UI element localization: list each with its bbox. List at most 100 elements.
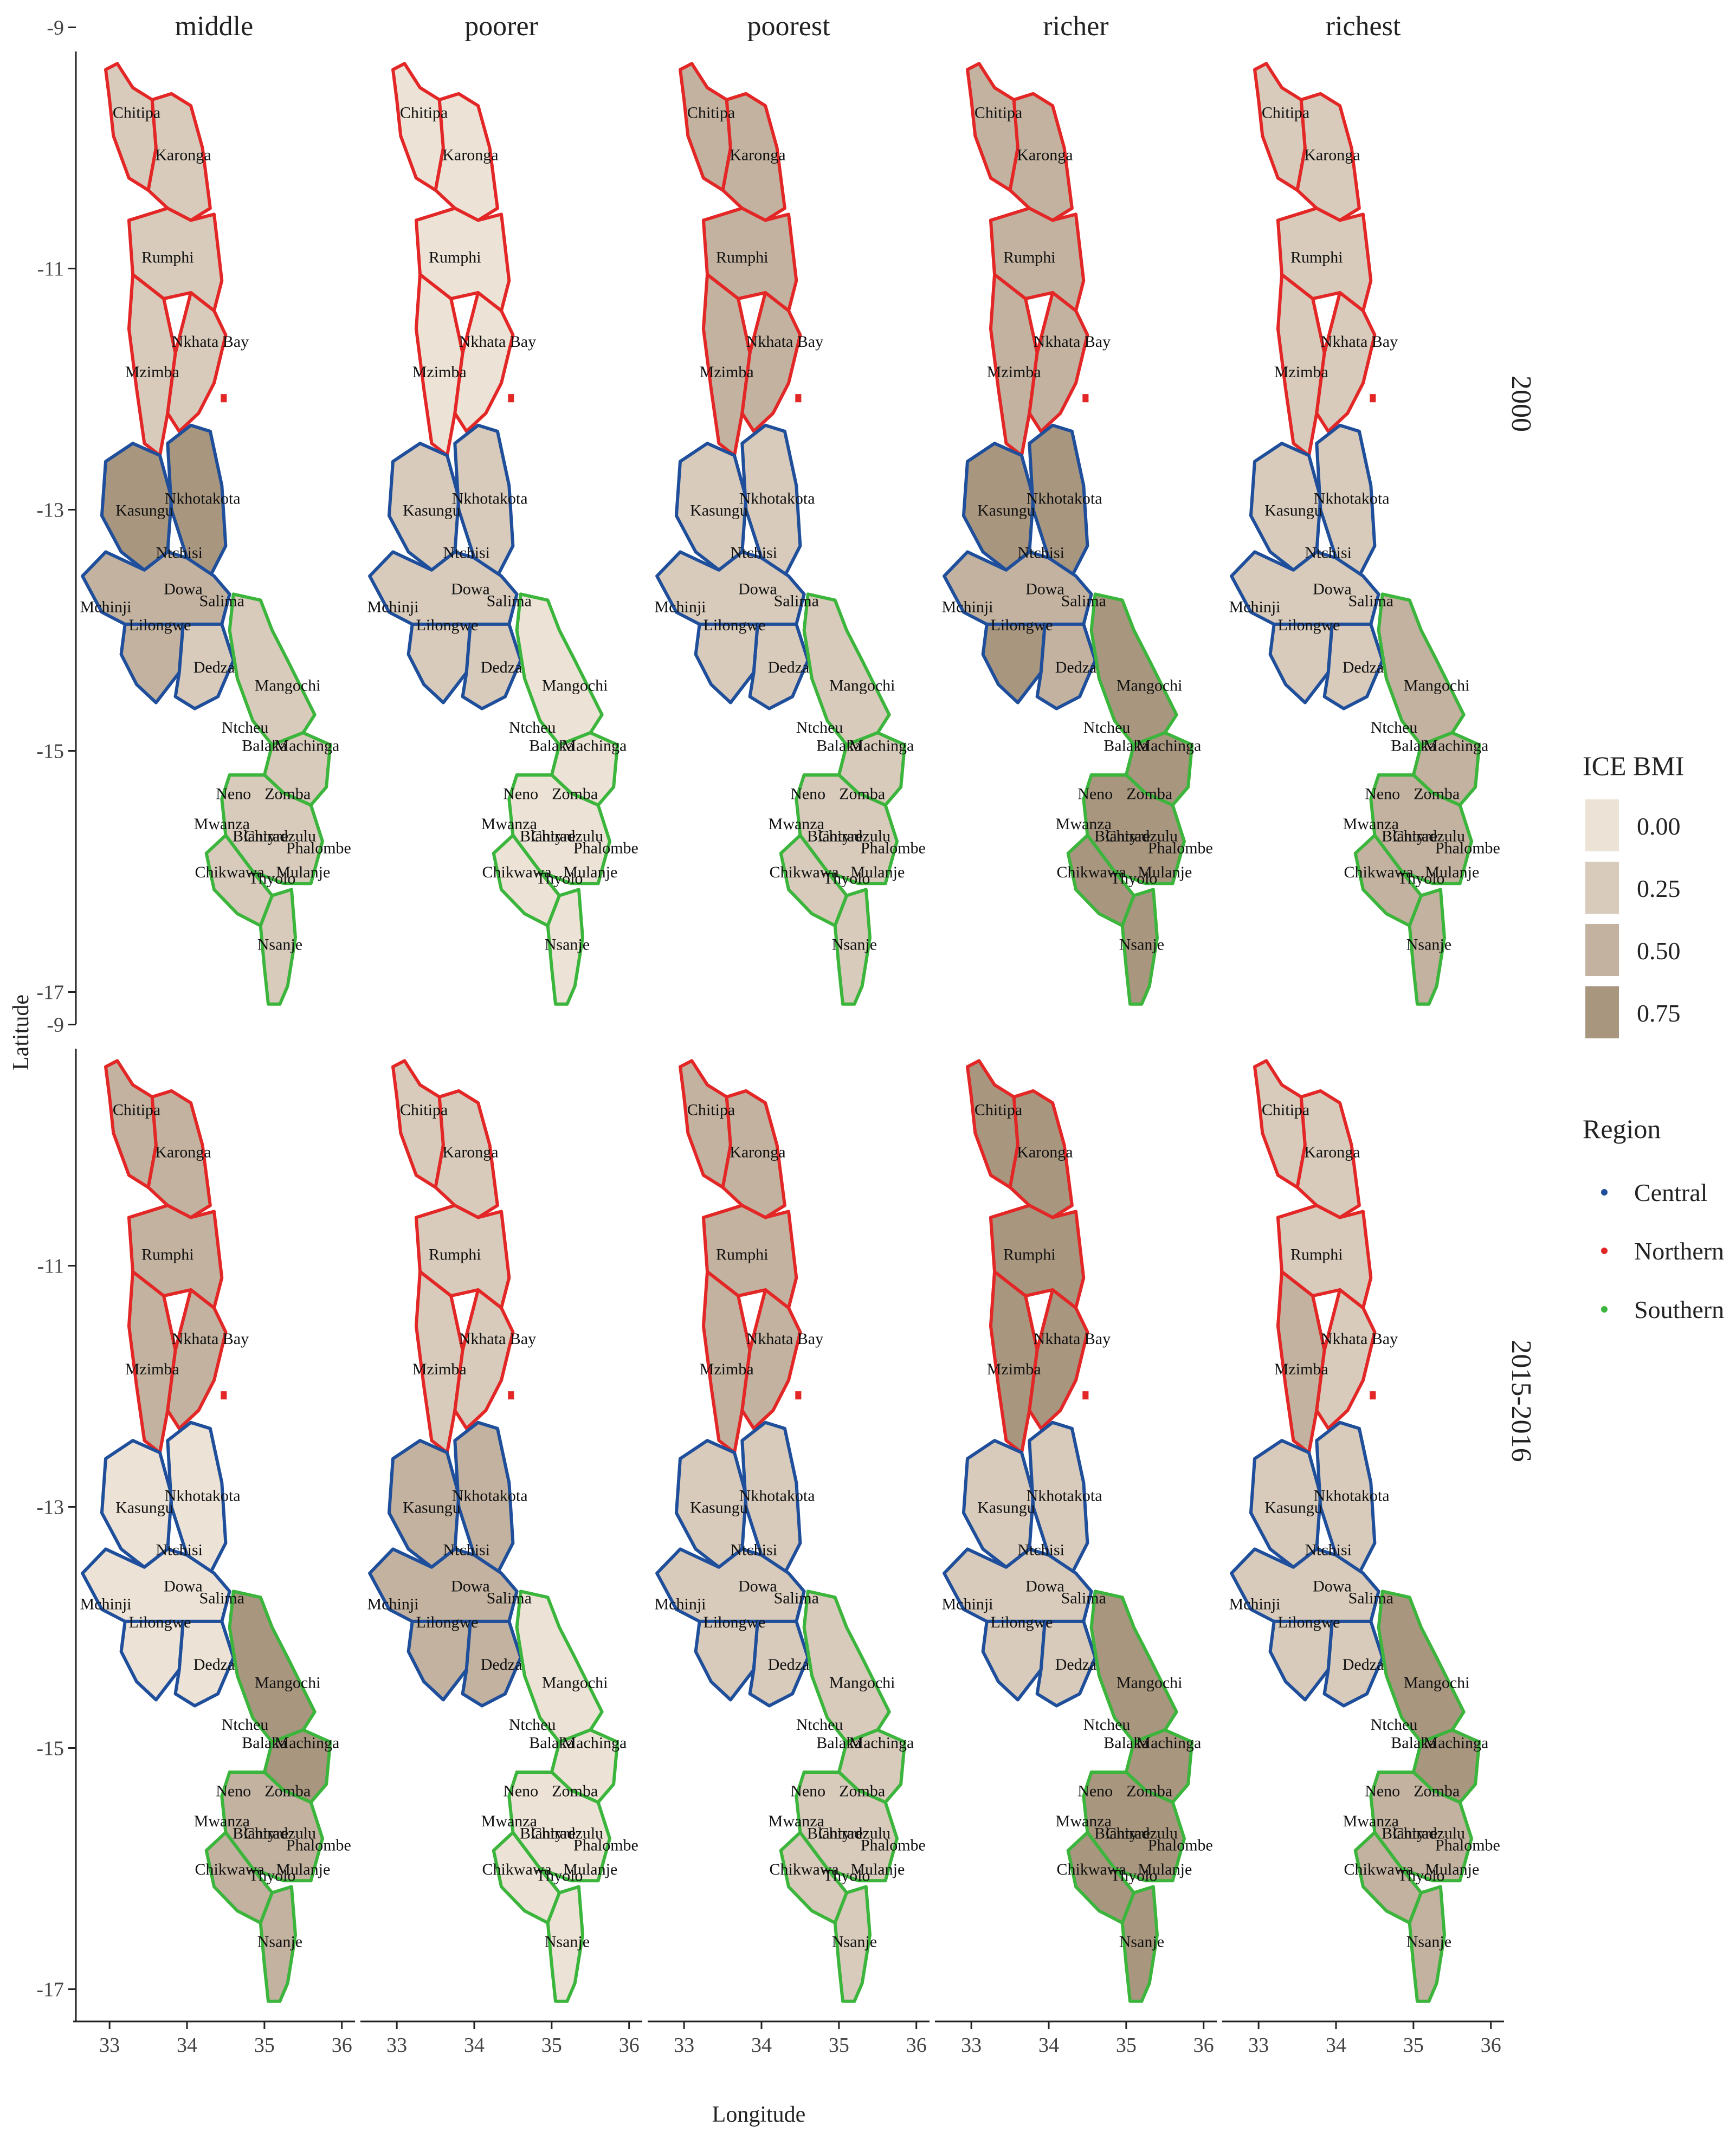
- district-label: Mchinji: [655, 1595, 706, 1613]
- district-label: Neno: [503, 785, 538, 803]
- district-shape-dedza: [461, 1619, 522, 1708]
- district-label: Chikwawa: [195, 1860, 264, 1878]
- district-label: Karonga: [442, 146, 498, 164]
- district-label: Neno: [790, 785, 825, 803]
- map-panel-poorest-2000: Chitipa Karonga Rumphi Nkhata Bay Mzimba Kasu…: [655, 11, 926, 1006]
- district-shape-south_mid: [1369, 1771, 1473, 1883]
- district-label: Rumphi: [429, 248, 481, 266]
- district-label: Chitipa: [687, 1101, 735, 1119]
- district-label: Chitipa: [113, 1101, 160, 1119]
- x-tick-label: 35: [829, 2034, 849, 2057]
- legend-region: Region Central Northern Southern: [1583, 1114, 1724, 1323]
- legend-region-dot-central: [1601, 1189, 1608, 1196]
- district-label: Nsanje: [832, 936, 877, 954]
- district-shape-lilongwe: [119, 1619, 185, 1702]
- district-shape-central_west: [368, 550, 519, 626]
- legend-swatch-2: [1585, 924, 1619, 976]
- district-label: Mzimba: [125, 363, 179, 381]
- legend-label-2: 0.50: [1637, 937, 1681, 965]
- legend-region-dot-southern: [1601, 1306, 1608, 1313]
- y-tick-label: -17: [36, 1979, 64, 2001]
- district-label: Mwanza: [1343, 815, 1399, 833]
- district-shape-nsanje: [546, 1885, 584, 2003]
- district-label: Ntchisi: [156, 1541, 203, 1559]
- district-label: Mchinji: [80, 598, 132, 616]
- district-label: Nsanje: [1119, 1933, 1164, 1951]
- district-label: Mulanje: [276, 1860, 330, 1878]
- district-shape-lilongwe: [406, 622, 472, 705]
- map-panel-poorer-2015-2016: Chitipa Karonga Rumphi Nkhata Bay Mzimba Kasu…: [367, 1059, 638, 2003]
- island-marker: [508, 1391, 514, 1400]
- district-shape-south_mid: [220, 773, 324, 886]
- legend-region-label-northern: Northern: [1634, 1237, 1724, 1265]
- district-label: Dowa: [164, 1577, 203, 1595]
- district-label: Mzimba: [412, 1360, 467, 1378]
- x-tick-label: 35: [541, 2034, 562, 2057]
- district-label: Mzimba: [1274, 363, 1328, 381]
- district-label: Rumphi: [141, 248, 194, 266]
- district-shape-nsanje: [259, 888, 297, 1006]
- district-label: Machinga: [1423, 737, 1488, 755]
- x-tick-label: 33: [961, 2034, 982, 2057]
- map-panel-richer-2000: Chitipa Karonga Rumphi Nkhata Bay Mzimba Kasu…: [942, 11, 1213, 1006]
- district-shape-north_east: [1008, 92, 1074, 222]
- district-label: Machinga: [1136, 1734, 1201, 1752]
- district-shape-north_west: [679, 62, 732, 192]
- district-label: Chiradzulu: [1106, 1824, 1178, 1842]
- x-tick-label: 36: [906, 2034, 927, 2057]
- district-label: Kasungu: [1264, 1499, 1322, 1517]
- district-shape-nsanje: [546, 888, 584, 1006]
- y-tick-label: -17: [36, 981, 64, 1004]
- district-label: Blantyre: [1382, 827, 1437, 845]
- district-shape-south_mid: [1369, 773, 1473, 886]
- district-label: Balaka: [242, 737, 287, 755]
- district-label: Karonga: [442, 1143, 498, 1161]
- district-shape-dedza: [173, 622, 235, 710]
- panel-title-poorer: poorer: [464, 11, 538, 42]
- legend-region-label-southern: Southern: [1634, 1296, 1724, 1323]
- district-label: Neno: [216, 785, 251, 803]
- district-label: Nsanje: [1119, 936, 1164, 954]
- district-label: Ntchisi: [1017, 1541, 1064, 1559]
- map-panel-richest-2015-2016: Chitipa Karonga Rumphi Nkhata Bay Mzimba Kasu…: [1229, 1059, 1500, 2003]
- island-marker: [795, 1391, 802, 1400]
- district-shape-south_mid: [795, 1771, 899, 1883]
- district-shape-nkhata_bay: [740, 291, 802, 433]
- district-label: Nkhata Bay: [172, 1330, 249, 1348]
- district-shape-north_west: [391, 62, 445, 192]
- district-label: Zomba: [552, 785, 598, 803]
- district-label: Salima: [487, 1590, 532, 1607]
- district-label: Ntchisi: [443, 544, 490, 562]
- district-shape-central_west: [368, 1547, 519, 1623]
- district-label: Machinga: [274, 737, 339, 755]
- legend-swatch-3: [1585, 986, 1619, 1038]
- district-label: Mzimba: [987, 363, 1041, 381]
- district-label: Nkhotakota: [1027, 1487, 1102, 1504]
- district-label: Ntcheu: [222, 1716, 269, 1734]
- district-label: Zomba: [839, 1782, 885, 1800]
- district-label: Zomba: [1414, 785, 1460, 803]
- district-label: Zomba: [552, 1782, 598, 1800]
- district-shape-nsanje: [1408, 888, 1446, 1006]
- district-label: Balaka: [816, 1734, 861, 1752]
- legend-region-dot-northern: [1601, 1248, 1608, 1254]
- district-shape-nsanje: [833, 888, 872, 1006]
- district-label: Nsanje: [1406, 936, 1451, 954]
- district-label: Rumphi: [1290, 248, 1343, 266]
- island-marker: [221, 394, 227, 403]
- district-label: Machinga: [849, 737, 914, 755]
- x-tick-label: 33: [1248, 2034, 1269, 2057]
- district-label: Mchinji: [80, 1595, 132, 1613]
- district-label: Balaka: [242, 1734, 287, 1752]
- district-label: Ntchisi: [1305, 544, 1352, 562]
- district-label: Chikwawa: [769, 1860, 838, 1878]
- district-label: Dedza: [1055, 658, 1097, 676]
- district-shape-nkhata_bay: [166, 291, 228, 433]
- district-label: Ntchisi: [1017, 544, 1064, 562]
- district-label: Nkhotakota: [1027, 489, 1102, 507]
- district-label: Nkhotakota: [739, 489, 815, 507]
- district-shape-nkhotakota: [166, 1420, 228, 1575]
- district-label: Phalombe: [286, 839, 351, 857]
- x-tick-label: 36: [332, 2034, 352, 2057]
- district-label: Rumphi: [716, 248, 769, 266]
